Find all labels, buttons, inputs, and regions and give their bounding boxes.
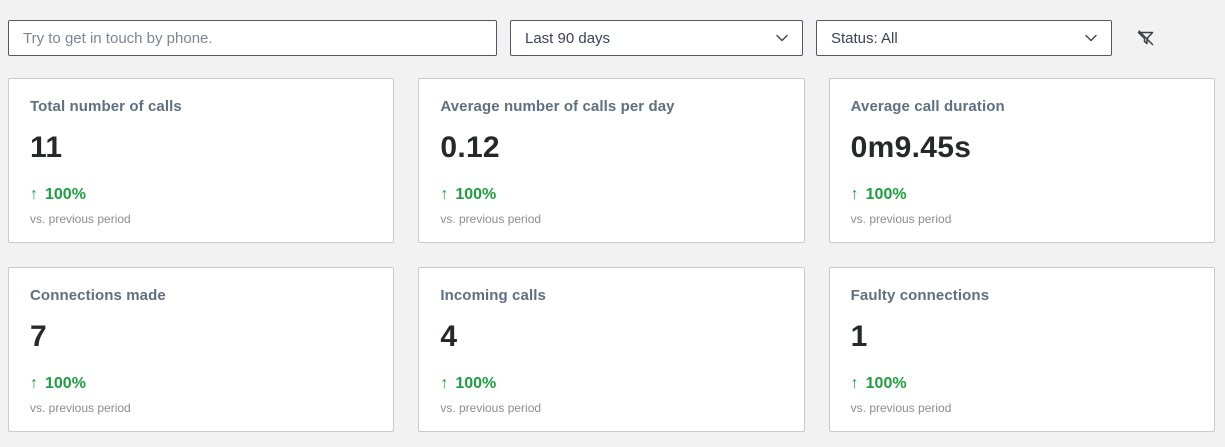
stat-card-delta-value: 100% [865,186,907,203]
stat-card-value: 0m9.45s [850,131,972,164]
stat-card-connections-made: Connections made 7 ↑ 100% vs. previous p… [8,267,395,432]
stat-card-delta-value: 100% [45,186,86,203]
stat-card-title: Faulty connections [850,287,990,304]
stat-card-delta-value: 100% [45,375,86,392]
stat-card-title: Connections made [30,287,166,304]
up-arrow-icon: ↑ [30,186,38,203]
stat-card-value: 11 [30,131,63,164]
stat-card-delta: ↑ 100% [851,376,1193,392]
stat-card-title: Average number of calls per day [440,98,675,115]
stat-card-value: 7 [30,320,47,353]
stat-card-title: Average call duration [850,98,1005,115]
stat-card-caption: vs. previous period [850,401,952,415]
stat-card-delta-value: 100% [455,375,497,392]
stat-card-total-calls: Total number of calls 11 ↑ 100% vs. prev… [8,78,395,243]
up-arrow-icon: ↑ [440,375,449,392]
stat-card-delta: ↑ 100% [30,187,372,203]
stat-card-delta: ↑ 100% [30,376,372,392]
stat-card-avg-calls-per-day: Average number of calls per day 0.12 ↑ 1… [418,78,805,243]
stat-card-caption: vs. previous period [30,401,131,415]
up-arrow-icon: ↑ [850,186,859,203]
stat-card-faulty-connections: Faulty connections 1 ↑ 100% vs. previous… [828,267,1215,432]
chevron-down-icon [776,34,788,42]
status-value: Status: All [831,29,898,47]
filter-remove-icon [1137,30,1154,46]
stat-card-caption: vs. previous period [440,212,542,226]
stat-card-delta-value: 100% [455,186,497,203]
stat-card-avg-call-duration: Average call duration 0m9.45s ↑ 100% vs.… [828,78,1215,243]
stat-card-caption: vs. previous period [850,212,952,226]
stat-card-title: Incoming calls [440,287,546,304]
up-arrow-icon: ↑ [850,375,859,392]
stat-card-caption: vs. previous period [30,212,131,226]
up-arrow-icon: ↑ [30,375,38,392]
up-arrow-icon: ↑ [440,186,449,203]
stat-card-delta-value: 100% [865,375,907,392]
date-range-dropdown[interactable]: Last 90 days [510,20,803,56]
stat-card-value: 4 [440,320,458,353]
status-dropdown[interactable]: Status: All [816,20,1112,56]
stat-card-caption: vs. previous period [440,401,542,415]
stat-card-value: 1 [850,320,868,353]
chevron-down-icon [1085,34,1097,42]
stat-card-value: 0.12 [440,131,500,164]
stat-card-delta: ↑ 100% [851,187,1193,203]
clear-filters-button[interactable] [1131,23,1161,53]
search-input[interactable] [8,20,497,56]
stat-card-delta: ↑ 100% [440,187,782,203]
date-range-value: Last 90 days [525,29,611,47]
stat-card-incoming-calls: Incoming calls 4 ↑ 100% vs. previous per… [418,267,805,432]
stat-card-title: Total number of calls [30,98,182,115]
filters-toolbar: Last 90 days Status: All [0,0,1225,56]
stat-card-delta: ↑ 100% [440,376,782,392]
stats-grid: Total number of calls 11 ↑ 100% vs. prev… [8,78,1215,432]
